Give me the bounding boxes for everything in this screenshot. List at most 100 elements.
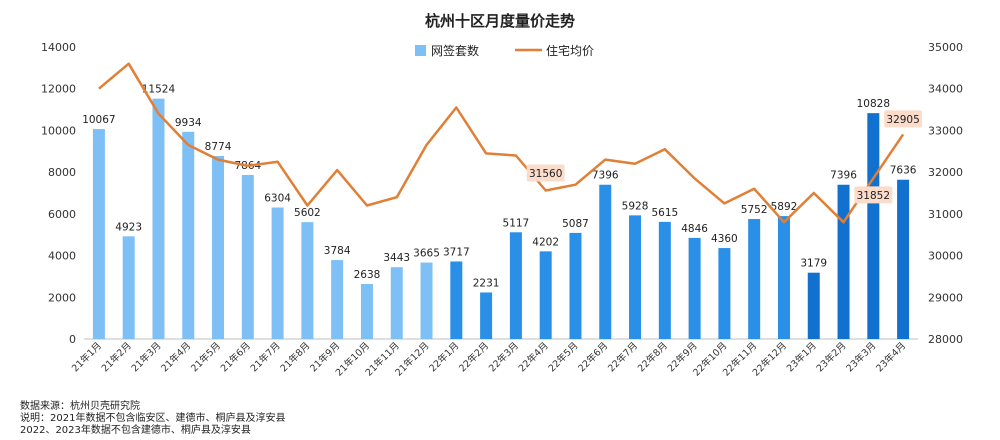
bar-value-label: 5892 <box>771 201 798 213</box>
right-axis-tick-label: 33000 <box>928 124 963 137</box>
right-axis-tick-label: 34000 <box>928 83 963 96</box>
bar-value-label: 5928 <box>622 200 649 212</box>
bar-value-label: 2638 <box>354 269 381 281</box>
right-axis-tick-label: 29000 <box>928 291 963 304</box>
price-value-label: 31852 <box>857 190 890 202</box>
bar <box>539 251 552 339</box>
bar-value-label: 8774 <box>205 141 232 153</box>
x-axis-tick-label: 22年8月 <box>635 340 670 375</box>
x-axis-tick-label: 21年6月 <box>218 340 253 375</box>
left-axis-tick-label: 14000 <box>41 41 76 54</box>
bar-value-labels: 1006749231152499348774786463045602378426… <box>82 84 917 290</box>
x-axis-tick-label: 21年7月 <box>248 340 283 375</box>
bar <box>688 237 701 339</box>
x-axis-tick-label: 21年5月 <box>188 340 223 375</box>
bar-value-label: 5752 <box>741 204 768 216</box>
bar-value-label: 4923 <box>115 221 142 233</box>
bar <box>897 179 910 339</box>
legend-bar-label: 网签套数 <box>431 43 479 58</box>
bar <box>360 283 373 339</box>
right-axis: 28000 29000 30000 31000 32000 33000 34000 35000 <box>928 41 963 346</box>
bar-value-label: 7396 <box>830 170 857 182</box>
left-axis-tick-label: 2000 <box>48 291 76 304</box>
footnotes: 数据来源：杭州贝壳研究院 说明：2021年数据不包含临安区、建德市、桐庐县及淳安… <box>20 401 285 437</box>
bar-value-label: 7636 <box>890 165 917 177</box>
bar-value-label: 3179 <box>800 258 827 270</box>
right-axis-tick-label: 30000 <box>928 250 963 263</box>
bar <box>301 222 314 339</box>
footnote-source: 数据来源：杭州贝壳研究院 <box>20 401 140 412</box>
bar-value-label: 3784 <box>324 245 351 257</box>
bar-value-label: 2231 <box>473 277 500 289</box>
legend-bar-swatch <box>415 45 426 56</box>
x-axis-tick-label: 22年2月 <box>456 340 491 375</box>
bar <box>420 262 433 339</box>
x-axis-tick-label: 21年4月 <box>159 340 194 375</box>
left-axis-tick-label: 0 <box>69 333 76 346</box>
line-value-labels: 31560 31852 32905 <box>526 110 923 204</box>
left-axis-tick-label: 8000 <box>48 166 76 179</box>
bar <box>837 184 850 339</box>
bar <box>271 207 284 339</box>
chart-title: 杭州十区月度量价走势 <box>425 12 575 30</box>
bar-value-label: 6304 <box>264 193 291 205</box>
bar-value-label: 3443 <box>383 252 410 264</box>
left-axis-tick-label: 12000 <box>41 83 76 96</box>
bar <box>480 292 493 339</box>
bar <box>182 131 195 339</box>
bar <box>92 129 105 339</box>
bar-value-label: 4202 <box>532 236 559 248</box>
bar <box>241 174 254 339</box>
bar-value-label: 4846 <box>681 223 708 235</box>
left-axis-tick-label: 4000 <box>48 250 76 263</box>
bar-value-label: 10828 <box>857 98 890 110</box>
bar-value-label: 7396 <box>592 170 619 182</box>
bar-series <box>92 98 910 339</box>
bar-value-label: 5087 <box>562 218 589 230</box>
bar <box>629 215 642 339</box>
bar-value-label: 5117 <box>503 217 530 229</box>
x-axis-tick-label: 21年3月 <box>129 340 164 375</box>
line-series <box>98 62 905 224</box>
bar-value-label: 5615 <box>651 207 678 219</box>
bar <box>718 248 731 339</box>
bar <box>599 184 612 339</box>
x-axis-tick-label: 23年3月 <box>844 340 879 375</box>
right-axis-tick-label: 28000 <box>928 333 963 346</box>
bar <box>748 219 761 339</box>
footnote-note-1: 说明：2021年数据不包含临安区、建德市、桐庐县及淳安县 <box>20 413 286 424</box>
price-line <box>98 62 905 224</box>
bar <box>331 260 344 339</box>
bar <box>152 98 165 339</box>
price-volume-chart: 杭州十区月度量价走势 网签套数 住宅均价 0 2000 4000 6000 8000 10… <box>41 12 963 379</box>
x-axis-tick-label: 22年1月 <box>427 340 462 375</box>
bar <box>807 272 820 339</box>
bar-value-label: 9934 <box>175 117 202 129</box>
bar-value-label: 3717 <box>443 246 470 258</box>
bar <box>658 221 671 339</box>
bar-value-label: 11524 <box>142 84 176 96</box>
price-value-label: 31560 <box>529 168 562 180</box>
bar <box>450 261 463 339</box>
price-value-label: 32905 <box>886 114 919 126</box>
bar <box>509 232 522 339</box>
price-label-background <box>526 164 565 182</box>
x-axis-tick-label: 21年8月 <box>278 340 313 375</box>
price-label-background <box>854 186 893 204</box>
x-axis-tick-label: 23年1月 <box>784 340 819 375</box>
x-axis-tick-label: 22年6月 <box>576 340 611 375</box>
x-axis-tick-label: 22年5月 <box>546 340 581 375</box>
bar <box>867 113 880 339</box>
bar <box>122 236 135 339</box>
x-axis-tick-label: 23年4月 <box>873 340 908 375</box>
footnote-note-2: 2022、2023年数据不包含建德市、桐庐县及淳安县 <box>20 425 251 436</box>
left-axis-tick-label: 6000 <box>48 208 76 221</box>
right-axis-tick-label: 32000 <box>928 166 963 179</box>
bar <box>390 267 403 339</box>
right-axis-tick-label: 35000 <box>928 41 963 54</box>
left-axis: 0 2000 4000 6000 8000 10000 12000 14000 <box>41 41 76 346</box>
bar-value-label: 10067 <box>82 114 115 126</box>
x-axis-tick-label: 22年7月 <box>605 340 640 375</box>
legend: 网签套数 住宅均价 <box>415 43 594 58</box>
legend-line-label: 住宅均价 <box>546 43 594 58</box>
